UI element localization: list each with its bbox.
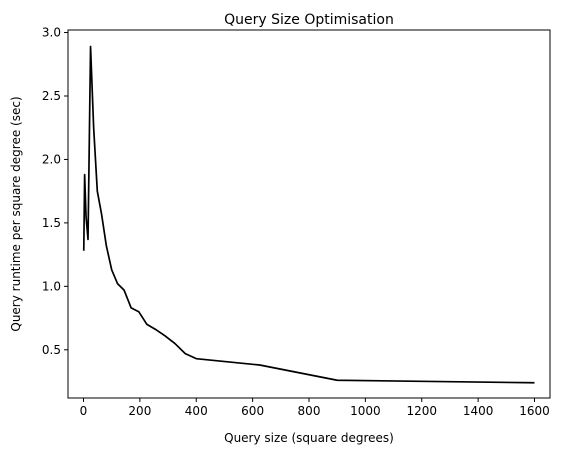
x-tick-label: 800 [298, 404, 321, 418]
series-line [84, 47, 535, 383]
y-axis-label: Query runtime per square degree (sec) [9, 96, 23, 331]
x-tick-label: 1400 [463, 404, 494, 418]
x-tick-label: 1000 [350, 404, 381, 418]
x-axis-label: Query size (square degrees) [224, 431, 394, 445]
chart-title: Query Size Optimisation [224, 12, 394, 28]
x-tick-label: 0 [80, 404, 88, 418]
x-tick-label: 1600 [519, 404, 550, 418]
x-tick-label: 400 [185, 404, 208, 418]
x-tick-label: 1200 [406, 404, 437, 418]
y-tick-label: 2.5 [42, 89, 61, 103]
series-layer [84, 47, 535, 383]
y-tick-label: 3.0 [42, 26, 61, 40]
x-tick-label: 600 [241, 404, 264, 418]
y-tick-label: 1.5 [42, 216, 61, 230]
x-tick-label: 200 [128, 404, 151, 418]
y-tick-label: 0.5 [42, 343, 61, 357]
x-axis-ticks: 0 200 400 600 800 1000 1200 1400 1600 [80, 398, 550, 418]
plot-frame [68, 30, 550, 398]
y-tick-label: 2.0 [42, 152, 61, 166]
y-tick-label: 1.0 [42, 279, 61, 293]
y-axis-ticks: 0.5 1.0 1.5 2.0 2.5 3.0 [42, 26, 68, 357]
